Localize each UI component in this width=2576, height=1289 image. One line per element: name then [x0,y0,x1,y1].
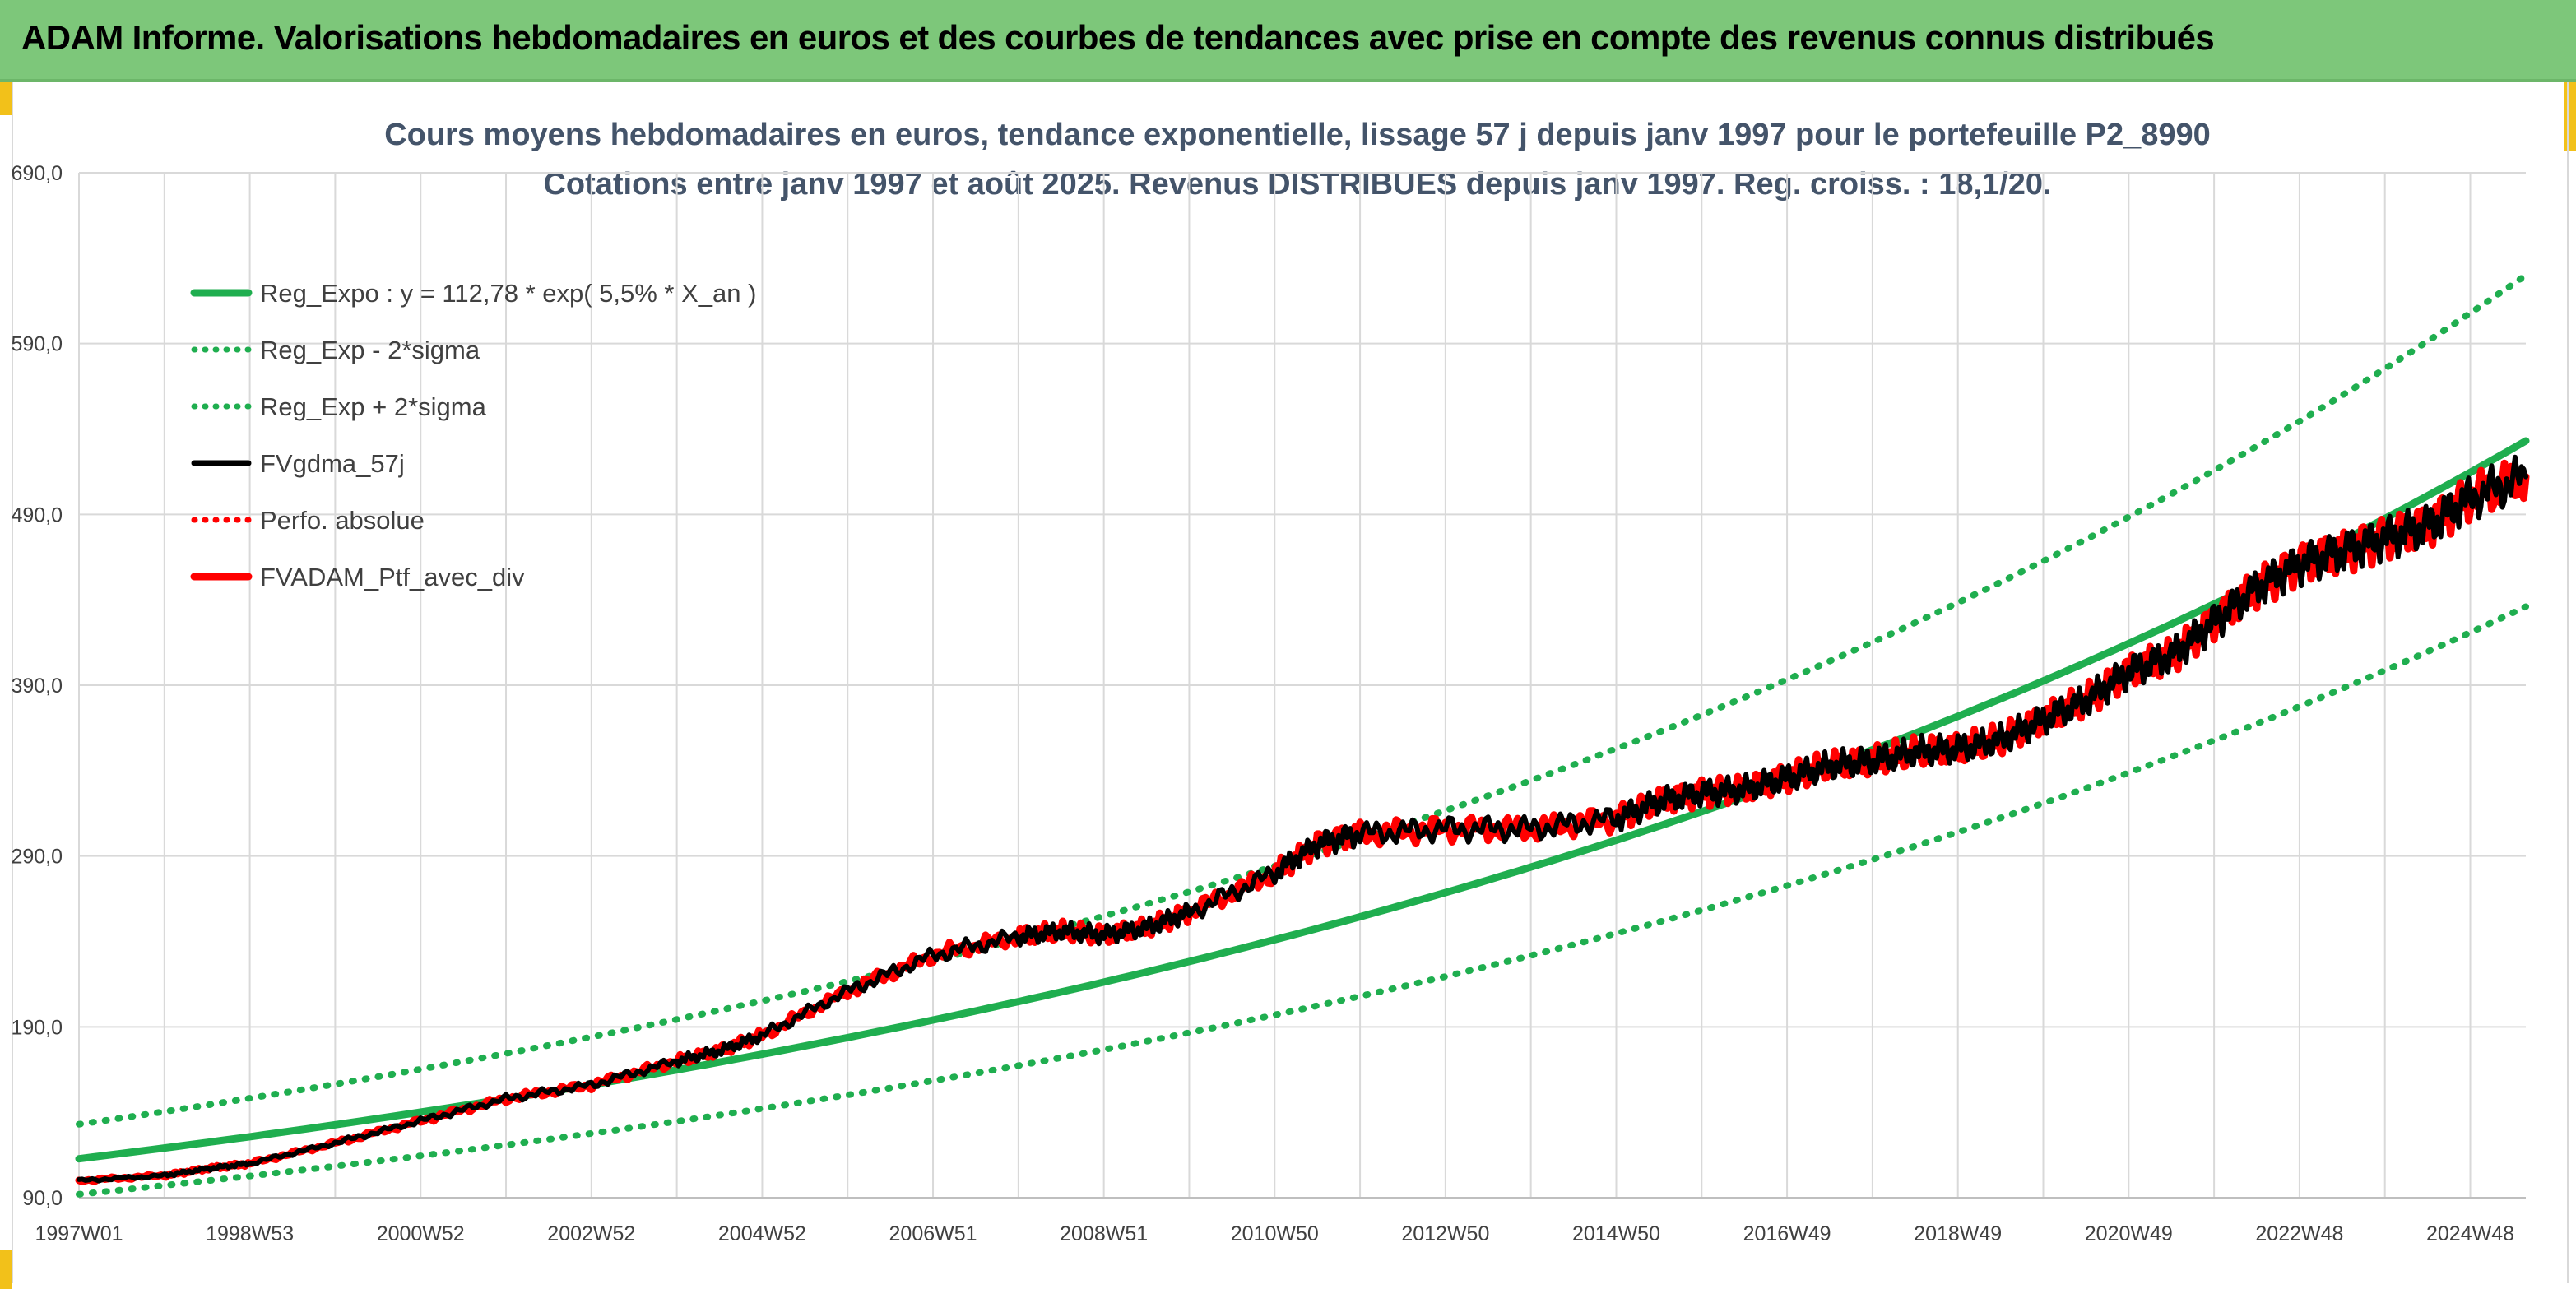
y-tick-label: 590,0 [11,333,63,356]
gridlines [78,172,2526,1199]
series-line-1 [76,603,2529,1198]
legend: Reg_Expo : y = 112,78 * exp( 5,5% * X_an… [190,279,756,591]
axis-labels: 90,0 190,0 290,0 390,0 490,0 590,0 690,0 1997W0… [11,162,2526,1245]
x-tick-label: 2004W52 [718,1222,806,1245]
y-tick-label: 690,0 [11,162,63,185]
y-tick-label: 290,0 [11,846,63,869]
x-tick-label: 1997W01 [35,1222,123,1245]
x-tick-label: 2014W50 [1572,1222,1660,1245]
x-tick-label: 2024W48 [2426,1222,2514,1245]
x-tick-label: 2006W51 [889,1222,977,1245]
legend-label-2: Reg_Exp + 2*sigma [260,392,487,421]
x-tick-label: 2022W48 [2255,1222,2343,1245]
series-lines [75,271,2530,1198]
x-tick-label: 1998W53 [206,1222,294,1245]
legend-label-4: Perfo. absolue [260,506,425,535]
legend-label-3: FVgdma_57j [260,449,405,478]
x-tick-label: 2002W52 [547,1222,635,1245]
chart-frame [12,82,2569,1283]
y-tick-label: 490,0 [11,503,63,526]
legend-label-1: Reg_Exp - 2*sigma [260,336,480,364]
y-tick-label: 190,0 [11,1016,63,1039]
x-tick-label: 2008W51 [1060,1222,1148,1245]
header-banner: ADAM Informe. Valorisations hebdomadaire… [0,0,2576,82]
x-tick-label: 2020W49 [2085,1222,2173,1245]
legend-label-0: Reg_Expo : y = 112,78 * exp( 5,5% * X_an… [260,279,756,308]
x-tick-label: 2010W50 [1231,1222,1319,1245]
x-tick-label: 2016W49 [1743,1222,1831,1245]
series-line-3 [77,454,2528,1184]
chart-title: Cours moyens hebdomadaires en euros, ten… [384,118,2211,152]
banner-title: ADAM Informe. Valorisations hebdomadaire… [21,18,2215,57]
x-tick-label: 2018W49 [1914,1222,2002,1245]
x-tick-label: 2000W52 [377,1222,465,1245]
x-tick-label: 2012W50 [1401,1222,1489,1245]
y-tick-label: 390,0 [11,675,63,698]
legend-label-5: FVADAM_Ptf_avec_div [260,563,525,591]
accent-bar-left [0,82,12,115]
y-tick-label: 90,0 [22,1187,63,1210]
accent-bar-bottom-left [0,1250,12,1289]
series-line-0 [75,437,2530,1163]
